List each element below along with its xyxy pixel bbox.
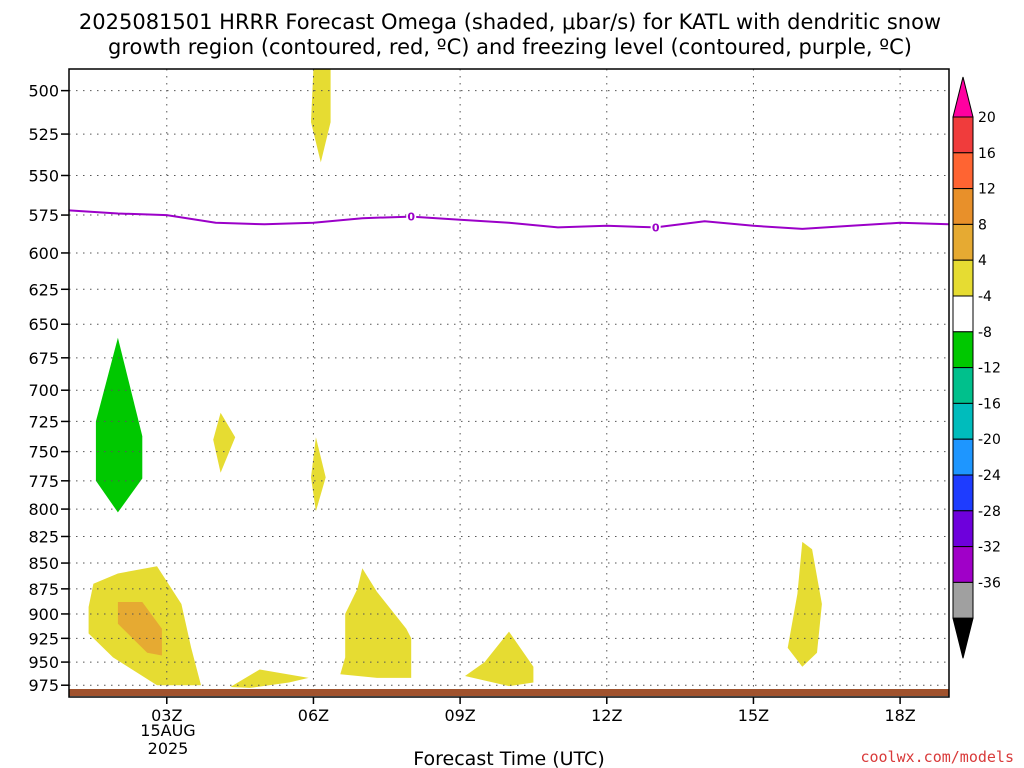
colorbar-label: -16 (978, 396, 1001, 412)
y-tick-label: 500 (28, 82, 59, 101)
freezing-level-line (68, 209, 950, 230)
x-tick-label: 09Z (444, 706, 475, 725)
credit-text: coolwx.com/models (860, 748, 1014, 766)
omega-region-8 (465, 631, 534, 687)
y-tick-label: 925 (28, 629, 59, 648)
x-tick-label: 15Z (738, 706, 769, 725)
freezing-level-label: 0 (407, 211, 415, 224)
omega-region-2 (311, 437, 326, 512)
omega-region-5 (117, 602, 162, 656)
colorbar-swatch-0 (952, 116, 974, 154)
plot-area: 00 (68, 68, 950, 698)
colorbar-label: -28 (978, 504, 1001, 520)
plot-frame (68, 68, 950, 698)
y-tick-label: 600 (28, 244, 59, 263)
y-tick-label: 675 (28, 349, 59, 368)
colorbar-swatch-11 (952, 510, 974, 548)
y-tick-label: 725 (28, 412, 59, 431)
colorbar-swatch-13 (952, 581, 974, 619)
colorbar-label: -32 (978, 540, 1001, 556)
colorbar-label: 4 (978, 253, 987, 269)
colorbar-swatch-7 (952, 367, 974, 404)
y-axis: 500 525 550 575 600 625 650 675 700 725 750 775 800 8… (28, 82, 69, 695)
omega-region-6 (230, 669, 309, 688)
y-tick-label: 800 (28, 500, 59, 519)
colorbar-swatch-12 (952, 546, 974, 583)
omega-region-1 (213, 412, 236, 473)
colorbar-label: -12 (978, 361, 1001, 377)
freezing-level-label: 0 (652, 221, 660, 234)
x-tick-label: 06Z (298, 706, 329, 725)
y-tick-label: 975 (28, 676, 59, 695)
y-tick-label: 575 (28, 206, 59, 225)
colorbar-swatch-9 (952, 438, 974, 476)
y-tick-label: 950 (28, 653, 59, 672)
x-date-label-day: 15AUG (140, 721, 195, 740)
colorbar-label: -36 (978, 575, 1001, 591)
x-axis: 03Z 06Z 09Z 12Z 15Z 18Z (151, 697, 916, 725)
x-tick-label: 18Z (884, 706, 915, 725)
omega-region-9 (787, 541, 822, 667)
chart-title-line1: 2025081501 HRRR Forecast Omega (shaded, … (79, 10, 941, 34)
colorbar-swatch-3 (952, 223, 974, 261)
colorbar-label: -24 (978, 468, 1001, 484)
colorbar-label: -20 (978, 432, 1001, 448)
chart-title-line2: growth region (contoured, red, ºC) and f… (108, 35, 912, 59)
colorbar-swatch-10 (952, 474, 974, 512)
y-tick-label: 525 (28, 125, 59, 144)
colorbar-swatch-6 (952, 331, 974, 369)
y-tick-label: 625 (28, 280, 59, 299)
colorbar: 20 16 12 8 4 -4 -8 -12 -16 -20 -24 -28 -32 -36 (952, 76, 1001, 659)
colorbar-swatch-4 (952, 259, 974, 297)
colorbar-over-triangle (952, 76, 974, 118)
ground-strip (69, 689, 949, 696)
x-axis-title: Forecast Time (UTC) (413, 748, 604, 768)
y-tick-label: 650 (28, 315, 59, 334)
y-tick-label: 825 (28, 527, 59, 546)
y-tick-label: 750 (28, 443, 59, 462)
x-tick-label: 03Z (151, 706, 182, 725)
x-tick-label: 12Z (591, 706, 622, 725)
colorbar-label: -4 (978, 289, 992, 305)
colorbar-swatch-8 (952, 402, 974, 440)
colorbar-label: 16 (978, 146, 996, 162)
y-tick-label: 900 (28, 605, 59, 624)
omega-region-7 (340, 568, 412, 678)
freezing-level-contour: 00 (68, 209, 950, 234)
colorbar-label: -8 (978, 325, 992, 341)
omega-shading (88, 69, 822, 688)
y-tick-label: 850 (28, 554, 59, 573)
x-date-label-year: 2025 (148, 739, 189, 758)
colorbar-label: 20 (978, 110, 996, 126)
colorbar-label: 12 (978, 182, 996, 198)
freezing-level-label-bg (650, 220, 661, 234)
y-tick-label: 700 (28, 381, 59, 400)
omega-region-0 (311, 69, 331, 163)
freezing-level-label-bg (406, 209, 417, 223)
colorbar-swatch-5 (952, 295, 974, 333)
colorbar-swatch-1 (952, 152, 974, 190)
colorbar-under-triangle (952, 617, 974, 659)
y-tick-label: 875 (28, 580, 59, 599)
y-tick-label: 775 (28, 472, 59, 491)
ground-fill (69, 689, 949, 696)
omega-region-3 (95, 337, 143, 513)
y-tick-label: 550 (28, 166, 59, 185)
colorbar-label: 8 (978, 217, 987, 233)
colorbar-swatch-2 (952, 188, 974, 225)
